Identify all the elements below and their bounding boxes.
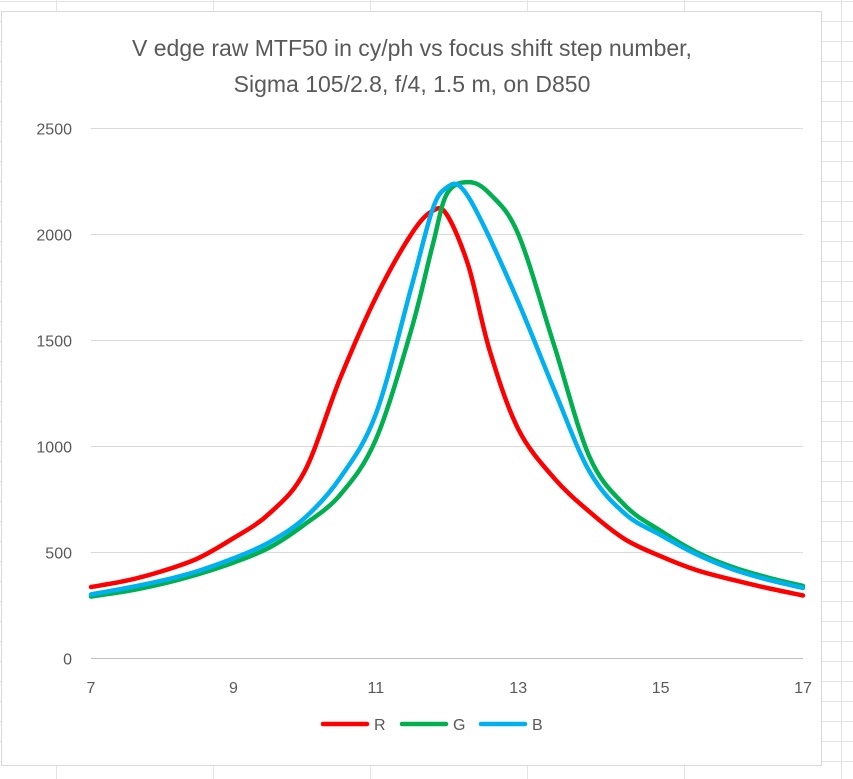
legend-label-g: G	[453, 717, 465, 734]
legend-label-b: B	[532, 717, 543, 734]
horizontal-gridlines	[91, 128, 803, 659]
x-axis-tick-labels: 7 9 11 13 15 17	[87, 680, 812, 697]
x-tick-label: 15	[652, 680, 670, 697]
x-tick-label: 7	[87, 680, 96, 697]
x-tick-label: 13	[509, 680, 527, 697]
series-line-g	[88, 179, 806, 599]
series-line-r	[88, 205, 806, 598]
chart-title-line-2: Sigma 105/2.8, f/4, 1.5 m, on D850	[234, 71, 591, 97]
y-tick-label: 0	[63, 652, 72, 669]
x-tick-label: 17	[794, 680, 812, 697]
chart-title-line-1: V edge raw MTF50 in cy/ph vs focus shift…	[132, 35, 692, 61]
chart-svg: V edge raw MTF50 in cy/ph vs focus shift…	[36, 35, 812, 734]
y-tick-label: 2500	[36, 122, 72, 139]
y-tick-label: 500	[45, 546, 72, 563]
y-axis-tick-labels: 0 500 1000 1500 2000 2500	[36, 122, 72, 669]
series-lines	[88, 179, 806, 599]
chart-area[interactable]: V edge raw MTF50 in cy/ph vs focus shift…	[1, 11, 822, 766]
x-tick-label: 11	[367, 680, 384, 697]
y-tick-label: 1500	[36, 334, 72, 351]
series-line-b	[88, 181, 806, 597]
y-tick-label: 2000	[36, 228, 72, 245]
legend-label-r: R	[374, 717, 386, 734]
x-tick-label: 9	[229, 680, 238, 697]
y-tick-label: 1000	[36, 440, 72, 457]
